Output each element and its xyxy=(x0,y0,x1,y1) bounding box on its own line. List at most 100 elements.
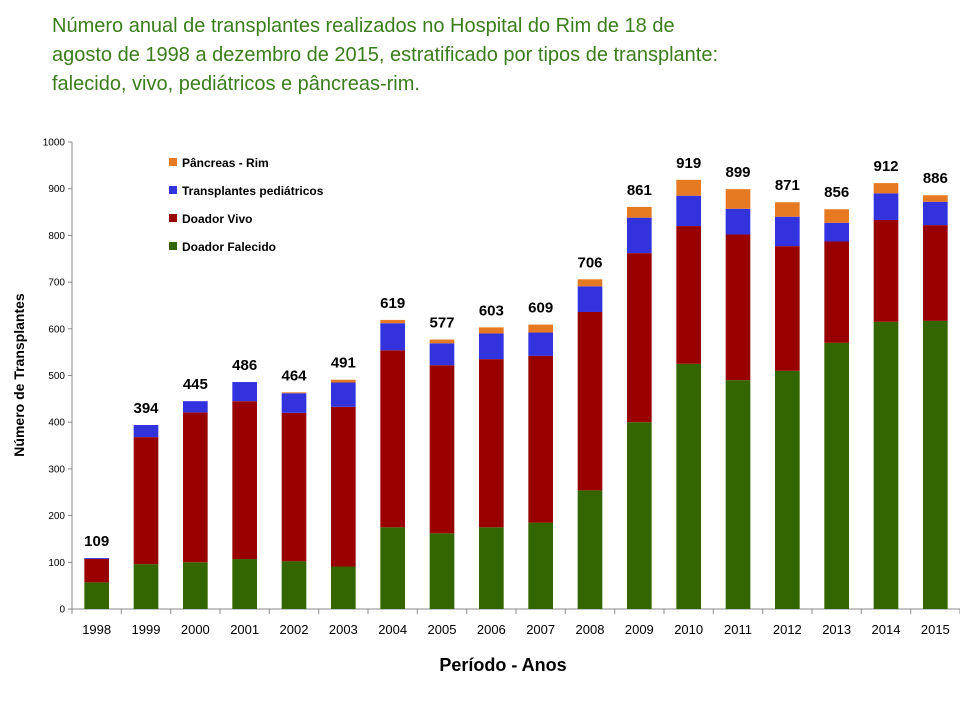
total-label: 464 xyxy=(281,367,307,384)
bar-segment-transplantes-pedi-tricos xyxy=(873,193,899,220)
plot-area: 0 100 200 300 400 500 600 700 800 900 1000 1998 109 1… xyxy=(43,138,960,637)
legend-label: Doador Vivo xyxy=(182,212,252,226)
bar-segment-transplantes-pedi-tricos xyxy=(133,425,159,438)
total-label: 899 xyxy=(725,164,750,181)
bar-segment-p-ncreas-rim xyxy=(627,206,652,218)
bar-segment-transplantes-pedi-tricos xyxy=(232,382,257,402)
total-label: 603 xyxy=(479,302,504,319)
bar-segment-doador-vivo xyxy=(479,359,504,528)
bar-segment-doador-vivo xyxy=(676,226,701,364)
y-tick-label: 100 xyxy=(48,558,65,569)
bar-segment-doador-vivo xyxy=(133,437,159,565)
bar-segment-doador-falecido xyxy=(676,363,701,609)
bar-segment-doador-vivo xyxy=(429,365,455,534)
bar-segment-p-ncreas-rim xyxy=(281,392,307,394)
bar-segment-transplantes-pedi-tricos xyxy=(577,286,603,312)
total-label: 109 xyxy=(84,533,109,550)
bar-segment-doador-vivo xyxy=(824,241,849,343)
total-label: 912 xyxy=(873,158,898,175)
bar-segment-doador-falecido xyxy=(725,380,751,609)
bar-segment-transplantes-pedi-tricos xyxy=(281,393,307,413)
bar-segment-doador-falecido xyxy=(824,342,849,609)
bar-segment-doador-vivo xyxy=(183,412,208,563)
bar-segment-transplantes-pedi-tricos xyxy=(183,401,208,413)
bar-segment-doador-falecido xyxy=(183,562,208,609)
bar-segment-doador-vivo xyxy=(380,350,405,528)
bar-segment-doador-falecido xyxy=(232,559,257,609)
y-tick-label: 700 xyxy=(48,278,65,289)
total-label: 486 xyxy=(232,357,257,374)
x-tick-label: 1999 xyxy=(132,622,161,637)
bar-segment-p-ncreas-rim xyxy=(479,327,504,334)
bar-segment-doador-falecido xyxy=(281,561,307,609)
y-tick-label: 800 xyxy=(48,231,65,242)
bar-segment-doador-vivo xyxy=(873,219,899,322)
bar-segment-doador-falecido xyxy=(429,533,455,609)
bar-segment-transplantes-pedi-tricos xyxy=(923,201,948,226)
bar-segment-transplantes-pedi-tricos xyxy=(528,332,553,356)
total-label: 886 xyxy=(923,170,948,187)
legend: Pâncreas - Rim Transplantes pediátricos Do… xyxy=(169,156,324,254)
legend-swatch xyxy=(169,158,177,166)
x-tick-label: 2013 xyxy=(822,622,851,637)
x-tick-label: 2011 xyxy=(724,622,752,637)
total-label: 871 xyxy=(775,177,800,194)
bar-segment-transplantes-pedi-tricos xyxy=(380,323,405,351)
bar-segment-doador-falecido xyxy=(873,321,899,609)
bar-segment-doador-vivo xyxy=(528,355,553,523)
bar-segment-transplantes-pedi-tricos xyxy=(775,216,800,247)
total-label: 856 xyxy=(824,184,849,201)
bar-segment-doador-falecido xyxy=(627,422,652,609)
bar-segment-p-ncreas-rim xyxy=(429,339,455,344)
bar-segment-p-ncreas-rim xyxy=(380,319,405,324)
x-tick-label: 1998 xyxy=(82,622,111,637)
bar-segment-doador-falecido xyxy=(775,370,800,609)
x-tick-label: 2004 xyxy=(378,622,407,637)
y-tick-label: 300 xyxy=(48,464,65,475)
x-tick-label: 2010 xyxy=(674,622,703,637)
x-tick-label: 2014 xyxy=(872,622,901,637)
bar-segment-p-ncreas-rim xyxy=(528,324,553,333)
bar-segment-doador-vivo xyxy=(577,311,603,491)
x-tick-label: 2012 xyxy=(773,622,802,637)
bar-segment-doador-falecido xyxy=(528,522,553,609)
bar-segment-p-ncreas-rim xyxy=(577,279,603,287)
bar-segment-doador-vivo xyxy=(84,559,109,583)
bar-segment-p-ncreas-rim xyxy=(923,195,948,202)
bar-segment-doador-vivo xyxy=(775,246,800,371)
bar-segment-doador-falecido xyxy=(479,527,504,609)
bar-segment-doador-vivo xyxy=(232,401,257,560)
bar-segment-doador-falecido xyxy=(331,566,356,609)
legend-label: Transplantes pediátricos xyxy=(182,184,324,198)
y-tick-label: 0 xyxy=(59,605,65,616)
bar-segment-transplantes-pedi-tricos xyxy=(676,195,701,227)
bar-segment-transplantes-pedi-tricos xyxy=(479,333,504,360)
total-label: 394 xyxy=(133,400,159,417)
bar-segment-transplantes-pedi-tricos xyxy=(84,558,109,560)
y-axis-title: Número de Transplantes xyxy=(11,293,27,457)
bar-segment-doador-vivo xyxy=(281,412,307,562)
bar-segment-transplantes-pedi-tricos xyxy=(429,343,455,366)
x-tick-label: 2006 xyxy=(477,622,506,637)
legend-swatch xyxy=(169,186,177,194)
total-label: 861 xyxy=(627,182,652,199)
x-axis-title: Período - Anos xyxy=(439,655,566,675)
bar-segment-doador-vivo xyxy=(725,234,751,381)
legend-swatch xyxy=(169,242,177,250)
x-tick-label: 2005 xyxy=(428,622,457,637)
x-tick-label: 2008 xyxy=(576,622,605,637)
bar-segment-p-ncreas-rim xyxy=(676,179,701,196)
bar-segment-doador-falecido xyxy=(923,320,948,609)
x-tick-label: 2000 xyxy=(181,622,210,637)
total-label: 577 xyxy=(429,315,454,332)
legend-swatch xyxy=(169,214,177,222)
bar-segment-doador-falecido xyxy=(133,564,159,609)
y-tick-label: 500 xyxy=(48,371,65,382)
bar-segment-doador-falecido xyxy=(380,527,405,609)
total-label: 609 xyxy=(528,300,553,317)
total-label: 619 xyxy=(380,295,405,312)
total-label: 919 xyxy=(676,155,701,172)
y-tick-label: 200 xyxy=(48,511,65,522)
legend-label: Pâncreas - Rim xyxy=(182,156,269,170)
